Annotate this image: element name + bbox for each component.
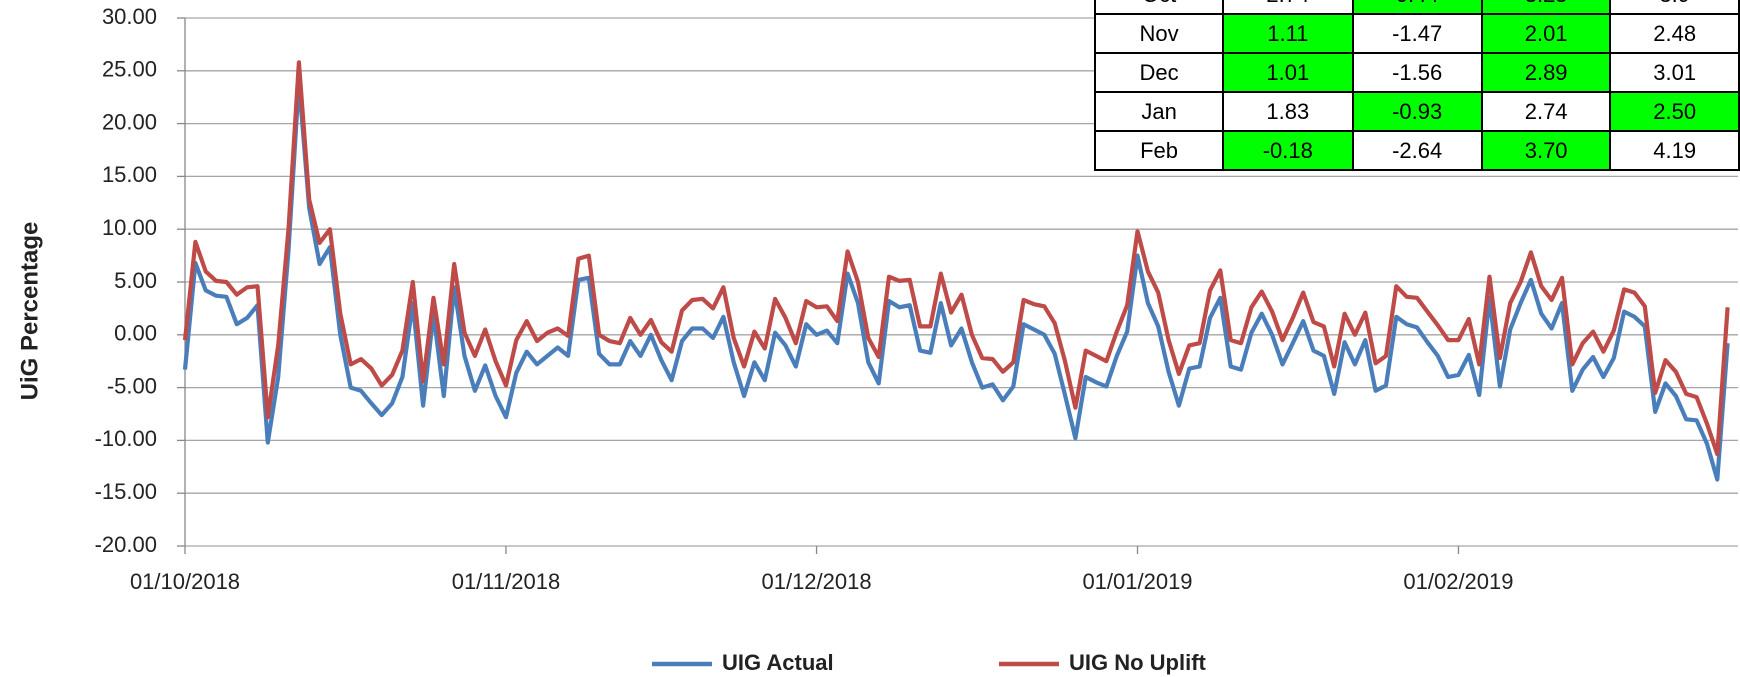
y-tick-label: 15.00 <box>102 162 157 187</box>
table-cell: -1.56 <box>1351 52 1483 93</box>
table-cell: -1.47 <box>1351 13 1483 54</box>
table-cell: 2.74 <box>1222 0 1354 15</box>
y-tick-label: -15.00 <box>95 479 157 504</box>
table-cell: 2.48 <box>1609 13 1740 54</box>
y-tick-label: 25.00 <box>102 57 157 82</box>
y-tick-label: 30.00 <box>102 4 157 29</box>
table-cell: 2.50 <box>1609 91 1740 132</box>
y-tick-label: -20.00 <box>95 532 157 557</box>
series-line <box>182 79 1730 482</box>
x-tick-label: 01/12/2018 <box>761 569 871 594</box>
table-cell: Nov <box>1093 13 1225 54</box>
legend-label: UIG Actual <box>722 650 834 675</box>
y-tick-label: 5.00 <box>114 268 157 293</box>
table-cell: 2.89 <box>1480 52 1612 93</box>
table-cell: 0.44 <box>1351 0 1483 15</box>
table-cell: 3.70 <box>1480 130 1612 171</box>
y-tick-label: -10.00 <box>95 426 157 451</box>
table-cell: Jan <box>1093 91 1225 132</box>
legend-label: UIG No Uplift <box>1069 650 1207 675</box>
table-cell: Feb <box>1093 130 1225 171</box>
summary-table: Oct2.740.443.253.9Nov1.11-1.472.012.48De… <box>1093 0 1740 171</box>
table-row: Nov 1.11 -1.47 2.01 2.48 <box>1093 13 1740 54</box>
series-line <box>182 60 1730 457</box>
y-tick-label: 10.00 <box>102 215 157 240</box>
y-axis-label: UiG Percentage <box>16 222 43 401</box>
table-cell: 1.01 <box>1222 52 1354 93</box>
table-cell: 4.19 <box>1609 130 1740 171</box>
x-tick-label: 01/02/2019 <box>1403 569 1513 594</box>
y-tick-label: 0.00 <box>114 321 157 346</box>
table-cell: -0.18 <box>1222 130 1354 171</box>
x-tick-label: 01/11/2018 <box>452 569 560 594</box>
table-cell: 3.9 <box>1609 0 1740 15</box>
table-row: Oct2.740.443.253.9 <box>1093 0 1740 15</box>
table-cell: 2.01 <box>1480 13 1612 54</box>
table-row: Dec 1.01 -1.56 2.89 3.01 <box>1093 52 1740 93</box>
table-row: Feb -0.18 -2.64 3.70 4.19 <box>1093 130 1740 171</box>
table-cell: 3.01 <box>1609 52 1740 93</box>
table-cell: Dec <box>1093 52 1225 93</box>
table-cell: -0.93 <box>1351 91 1483 132</box>
table-cell: -2.64 <box>1351 130 1483 171</box>
y-tick-label: 20.00 <box>102 109 157 134</box>
x-tick-label: 01/10/2018 <box>130 569 240 594</box>
x-tick-label: 01/01/2019 <box>1082 569 1192 594</box>
table-cell: 3.25 <box>1480 0 1612 15</box>
table-cell: 1.11 <box>1222 13 1354 54</box>
table-row: Jan 1.83 -0.93 2.74 2.50 <box>1093 91 1740 132</box>
table-cell: 1.83 <box>1222 91 1354 132</box>
y-tick-label: -5.00 <box>107 373 157 398</box>
table-cell: Oct <box>1093 0 1225 15</box>
table-cell: 2.74 <box>1480 91 1612 132</box>
